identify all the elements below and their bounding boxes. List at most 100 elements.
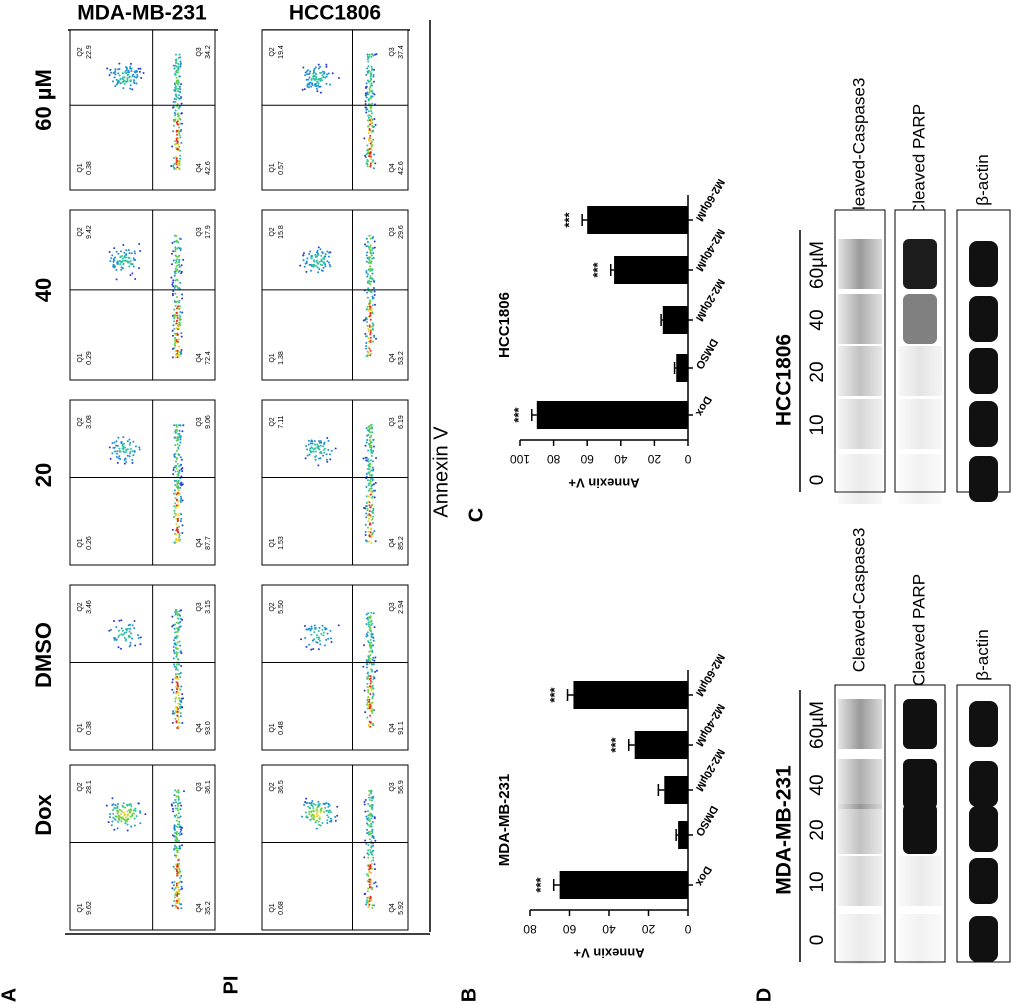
- event-dot: [317, 648, 320, 651]
- event-dot: [368, 504, 371, 507]
- event-dot: [178, 469, 181, 472]
- blot-band: [898, 914, 942, 964]
- event-dot: [113, 71, 116, 74]
- event-dot: [367, 309, 370, 312]
- event-dot: [374, 303, 377, 306]
- event-dot: [125, 460, 128, 463]
- event-dot: [366, 479, 369, 482]
- event-dot: [325, 638, 328, 641]
- event-dot: [128, 265, 131, 268]
- quadrant-name: Q1: [77, 903, 84, 912]
- bar: [559, 871, 688, 899]
- event-dot: [365, 486, 368, 489]
- event-dot: [121, 445, 124, 448]
- event-dot: [308, 453, 311, 456]
- event-dot: [173, 82, 176, 85]
- event-dot: [179, 281, 182, 284]
- event-dot: [317, 636, 320, 639]
- event-dot: [178, 444, 181, 447]
- event-dot: [369, 107, 372, 110]
- event-dot: [370, 840, 373, 843]
- event-dot: [175, 666, 178, 669]
- event-dot: [177, 791, 180, 794]
- event-dot: [122, 80, 125, 83]
- event-dot: [176, 473, 179, 476]
- event-dot: [179, 512, 182, 515]
- event-dot: [316, 90, 319, 93]
- protein-label: Cleaved PARP: [909, 104, 928, 216]
- event-dot: [177, 353, 180, 356]
- event-dot: [317, 246, 320, 249]
- event-dot: [325, 75, 328, 78]
- event-dot: [329, 817, 332, 820]
- event-dot: [174, 341, 177, 344]
- event-dot: [326, 632, 329, 635]
- event-dot: [369, 459, 372, 462]
- event-dot: [362, 457, 365, 460]
- event-dot: [366, 828, 369, 831]
- event-dot: [367, 623, 370, 626]
- event-dot: [116, 82, 119, 85]
- event-dot: [366, 682, 369, 685]
- event-dot: [128, 803, 131, 806]
- event-dot: [366, 335, 369, 338]
- event-dot: [118, 62, 121, 65]
- event-dot: [174, 140, 177, 143]
- event-dot: [119, 458, 122, 461]
- tick-label: 20: [642, 922, 656, 936]
- event-dot: [312, 69, 315, 72]
- error-bar: [581, 214, 588, 226]
- event-dot: [373, 68, 376, 71]
- treatment-label: 40: [31, 278, 56, 302]
- event-dot: [371, 484, 374, 487]
- event-dot: [172, 710, 175, 713]
- event-dot: [367, 110, 370, 113]
- event-dot: [366, 324, 369, 327]
- event-dot: [175, 610, 178, 613]
- event-dot: [178, 625, 181, 628]
- dose-label: 10: [807, 871, 828, 892]
- event-dot: [369, 714, 372, 717]
- event-dot: [369, 164, 372, 167]
- event-dot: [177, 866, 180, 869]
- event-dot: [368, 698, 371, 701]
- event-dot: [119, 647, 122, 650]
- event-dot: [310, 818, 313, 821]
- event-dot: [114, 256, 117, 259]
- event-dot: [173, 274, 176, 277]
- event-dot: [365, 495, 368, 498]
- quadrant-value: 1.38: [278, 351, 285, 365]
- event-dot: [138, 810, 141, 813]
- event-dot: [170, 276, 173, 279]
- event-dot: [173, 505, 176, 508]
- event-dot: [370, 792, 373, 795]
- event-dot: [367, 65, 370, 68]
- event-dot: [129, 65, 132, 68]
- quadrant-name: Q2: [269, 602, 276, 611]
- event-dot: [120, 441, 123, 444]
- event-dot: [319, 824, 322, 827]
- event-dot: [323, 451, 326, 454]
- event-dot: [179, 441, 182, 444]
- quadrant-name: Q2: [77, 227, 84, 236]
- event-dot: [174, 685, 177, 688]
- event-dot: [176, 130, 179, 133]
- event-dot: [315, 73, 318, 76]
- event-dot: [179, 833, 182, 836]
- event-dot: [176, 627, 179, 630]
- event-dot: [175, 720, 178, 723]
- event-dot: [177, 658, 180, 661]
- event-dot: [174, 502, 177, 505]
- event-dot: [177, 83, 180, 86]
- event-dot: [180, 475, 183, 478]
- tick-label: 40: [614, 452, 628, 466]
- event-dot: [172, 64, 175, 67]
- event-dot: [370, 454, 373, 457]
- event-dot: [175, 59, 178, 62]
- event-dot: [315, 636, 318, 639]
- event-dot: [311, 639, 314, 642]
- event-dot: [368, 90, 371, 93]
- event-dot: [368, 482, 371, 485]
- event-dot: [181, 430, 184, 433]
- quadrant-value: 29.6: [398, 225, 405, 239]
